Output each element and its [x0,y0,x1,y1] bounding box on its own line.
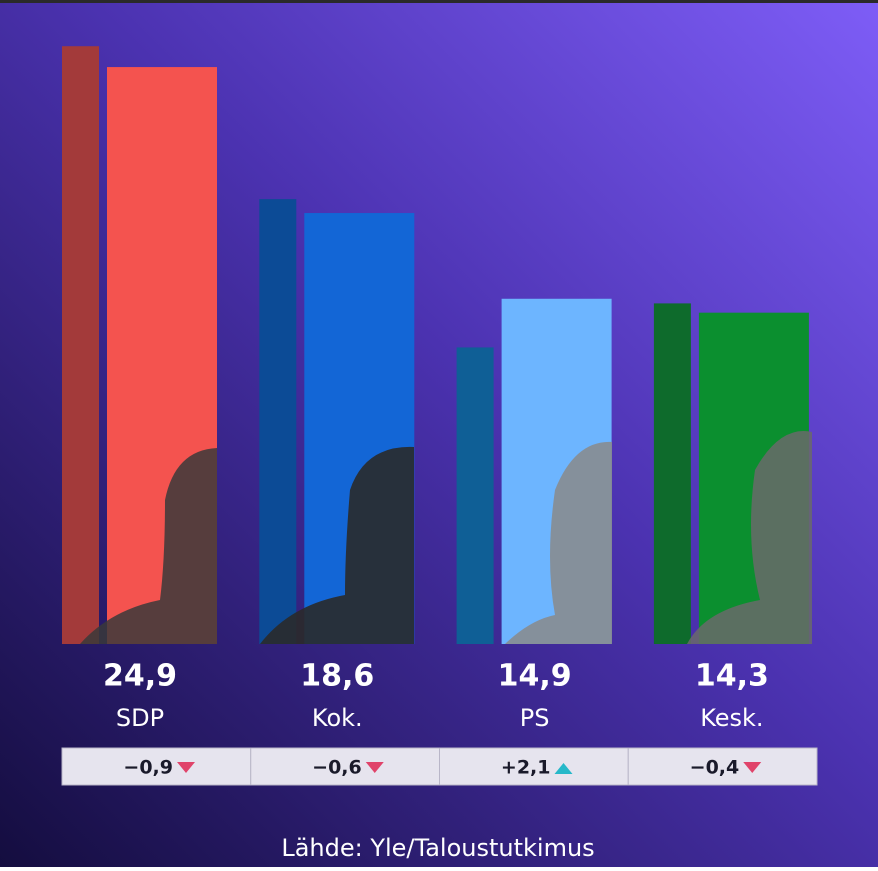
change-cell [439,747,629,786]
change-label: −0,4 [690,757,740,779]
category-label: Kok. [312,704,363,732]
value-label: 14,3 [695,659,769,694]
previous-bar [653,303,691,644]
change-label: −0,9 [123,757,173,779]
change-label: −0,6 [312,757,362,779]
change-label: +2,1 [501,757,551,779]
change-cell [250,747,440,786]
previous-bar [259,199,297,645]
value-label: 18,6 [300,659,374,694]
category-label: PS [520,704,550,732]
change-arrow [365,762,384,773]
category-label: SDP [116,704,164,732]
previous-bar [62,46,99,645]
change-cell [627,747,818,786]
value-label: 14,9 [498,659,572,694]
source: Lähde: Yle/Taloustutkimus [281,834,594,862]
change-arrow [554,763,573,774]
change-arrow [177,762,195,773]
change-arrow [743,762,762,773]
portraits [80,431,812,644]
top-strip [0,0,878,3]
change-cell [61,747,252,786]
value-label: 24,9 [103,659,177,694]
category-label: Kesk. [700,704,763,732]
previous-bar [456,347,494,644]
